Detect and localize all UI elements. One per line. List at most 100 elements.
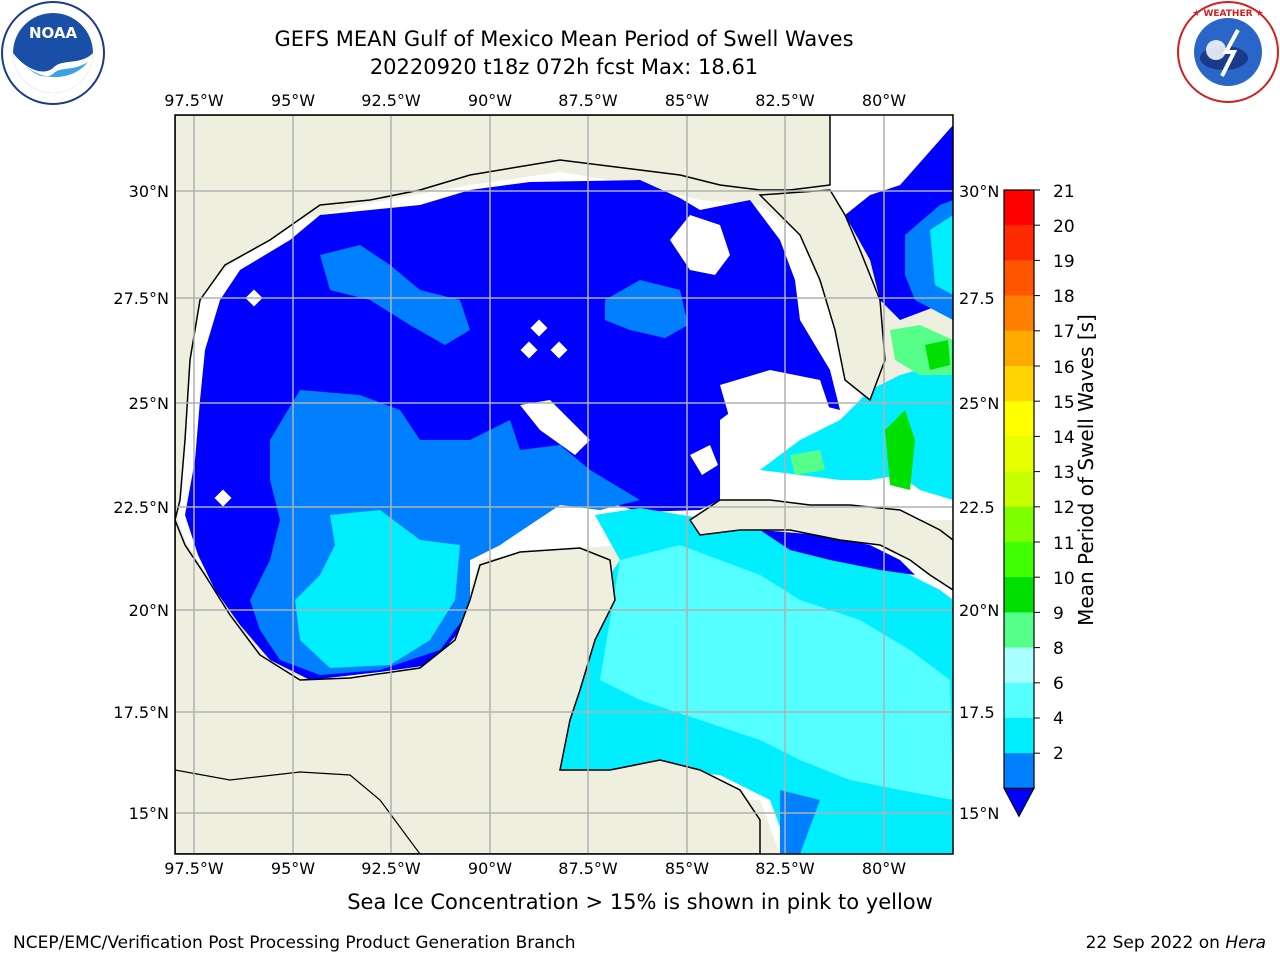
no-data-patch — [720, 370, 830, 450]
lon-labels-bottom: 97.5°W 95°W 92.5°W 90°W 87.5°W 85°W 82.5… — [164, 859, 906, 878]
swell-10-11-patch — [885, 410, 915, 490]
no-data-patch — [530, 319, 548, 337]
colorbar-segment — [1004, 366, 1034, 402]
colorbar-segment — [1004, 190, 1034, 226]
chart-subtitle: 20220920 t18z 072h fcst Max: 18.61 — [369, 55, 759, 79]
colorbar-tick-label: 10 — [1053, 569, 1075, 589]
swell-8-9-caribbean — [600, 545, 953, 800]
colorbar-segment — [1004, 401, 1034, 437]
colorbar-frame — [1003, 189, 1035, 790]
no-data-patch — [830, 115, 953, 215]
lat-label: 27.5°N — [113, 289, 169, 308]
colorbar-tick-label: 21 — [1053, 182, 1075, 202]
swell-10-11-patch — [925, 340, 950, 370]
colorbar-tick-label: 14 — [1053, 428, 1075, 448]
swell-6-8-campeche — [295, 510, 460, 668]
colorbar-tick-label: 17 — [1053, 322, 1075, 342]
lat-label: 17.5°N — [113, 703, 169, 722]
lon-label: 82.5°W — [755, 859, 815, 878]
noaa-logo: NOAA — [1, 1, 105, 105]
pacific-coastline — [175, 769, 421, 854]
lat-label: 15°N — [129, 804, 169, 823]
colorbar-tick-label: 12 — [1053, 498, 1075, 518]
lat-label: 20°N — [959, 601, 999, 620]
colorbar-tick-label: 4 — [1053, 709, 1064, 729]
colorbar-label: Mean Period of Swell Waves [s] — [1074, 314, 1098, 626]
colorbar-tick-label: 13 — [1053, 463, 1075, 483]
colorbar-segment — [1004, 753, 1034, 789]
swell-4-6-caribbean-edge — [780, 790, 820, 854]
lon-label: 82.5°W — [755, 91, 815, 110]
swell-9-10-patch — [790, 450, 825, 475]
nws-logo: ★ WEATHER ★ — [1177, 1, 1279, 103]
colorbar-tick-label: 6 — [1053, 674, 1064, 694]
footer-date-text: 22 Sep 2022 on — [1085, 933, 1226, 953]
colorbar-segment — [1004, 330, 1034, 367]
lon-label: 85°W — [665, 91, 709, 110]
colorbar-segment — [1004, 225, 1034, 261]
swell-4-6-east — [605, 280, 688, 338]
lat-label: 22.5°N — [113, 498, 169, 517]
colorbar-tick-label: 19 — [1053, 252, 1075, 272]
lon-label: 85°W — [665, 859, 709, 878]
colorbar-segment — [1004, 612, 1034, 649]
lat-label: 17.5 — [959, 703, 995, 722]
lon-labels-top: 97.5°W 95°W 92.5°W 90°W 87.5°W 85°W 82.5… — [164, 91, 906, 110]
no-data-patch — [520, 400, 590, 455]
colorbar-extend-triangle — [1003, 787, 1035, 818]
lat-label: 30°N — [129, 182, 169, 201]
swell-2-4-caribbean-edge — [760, 530, 915, 575]
colorbar-tick-label: 8 — [1053, 639, 1064, 659]
florida-peninsula — [758, 189, 886, 402]
svg-text:★ WEATHER ★: ★ WEATHER ★ — [1192, 9, 1264, 19]
no-data-patch — [670, 215, 730, 275]
footer-credit: NCEP/EMC/Verification Post Processing Pr… — [13, 933, 576, 953]
us-landmass — [175, 115, 831, 521]
lon-label: 92.5°W — [361, 859, 421, 878]
lon-label: 80°W — [862, 91, 906, 110]
lat-label: 25°N — [959, 394, 999, 413]
chart-title: GEFS MEAN Gulf of Mexico Mean Period of … — [274, 27, 854, 51]
lon-label: 92.5°W — [361, 91, 421, 110]
lat-labels-right: 30°N 27.5 25°N 22.5 20°N 17.5 15°N — [959, 182, 999, 823]
colorbar-segment — [1004, 436, 1034, 473]
colorbar-tick-label: 20 — [1053, 217, 1075, 237]
colorbar-segment — [1004, 471, 1034, 508]
lon-label: 90°W — [468, 91, 512, 110]
no-data-patch — [690, 445, 718, 475]
footer-machine: Hera — [1225, 933, 1266, 953]
colorbar-segment — [1004, 577, 1034, 613]
lat-labels-left: 30°N 27.5°N 25°N 22.5°N 20°N 17.5°N 15°N — [113, 182, 169, 823]
lon-label: 87.5°W — [558, 859, 618, 878]
no-data-patch — [214, 489, 232, 507]
colorbar-tick-label: 2 — [1053, 744, 1064, 764]
footer-date: 22 Sep 2022 on Hera — [1086, 933, 1266, 953]
colorbar-ticks: 21 20 19 18 17 16 15 14 13 12 11 10 9 8 … — [1053, 182, 1075, 764]
lon-label: 97.5°W — [164, 91, 224, 110]
map-area — [175, 115, 953, 854]
lat-label: 25°N — [129, 394, 169, 413]
lon-label: 80°W — [862, 859, 906, 878]
colorbar-segment — [1004, 260, 1034, 297]
sea-ice-note: Sea Ice Concentration > 15% is shown in … — [347, 890, 933, 914]
no-data-patch — [520, 341, 538, 359]
lat-label: 15°N — [959, 804, 999, 823]
graticule — [175, 115, 953, 854]
lat-label: 22.5 — [959, 498, 995, 517]
colorbar-segment — [1004, 718, 1034, 754]
colorbar-tick-label: 11 — [1053, 534, 1075, 554]
colorbar-tick-label: 16 — [1053, 358, 1075, 378]
colorbar — [1003, 189, 1040, 818]
lat-label: 27.5 — [959, 289, 995, 308]
colorbar-segment — [1004, 542, 1034, 578]
swell-6-8-atlantic — [930, 215, 953, 295]
lat-label: 30°N — [959, 182, 999, 201]
lon-label: 95°W — [271, 91, 315, 110]
lon-label: 97.5°W — [164, 859, 224, 878]
colorbar-tick-label: 15 — [1053, 393, 1075, 413]
lon-label: 87.5°W — [558, 91, 618, 110]
no-data-patch — [550, 341, 568, 359]
colorbar-tick-label: 9 — [1053, 604, 1064, 624]
svg-text:NOAA: NOAA — [29, 24, 78, 42]
